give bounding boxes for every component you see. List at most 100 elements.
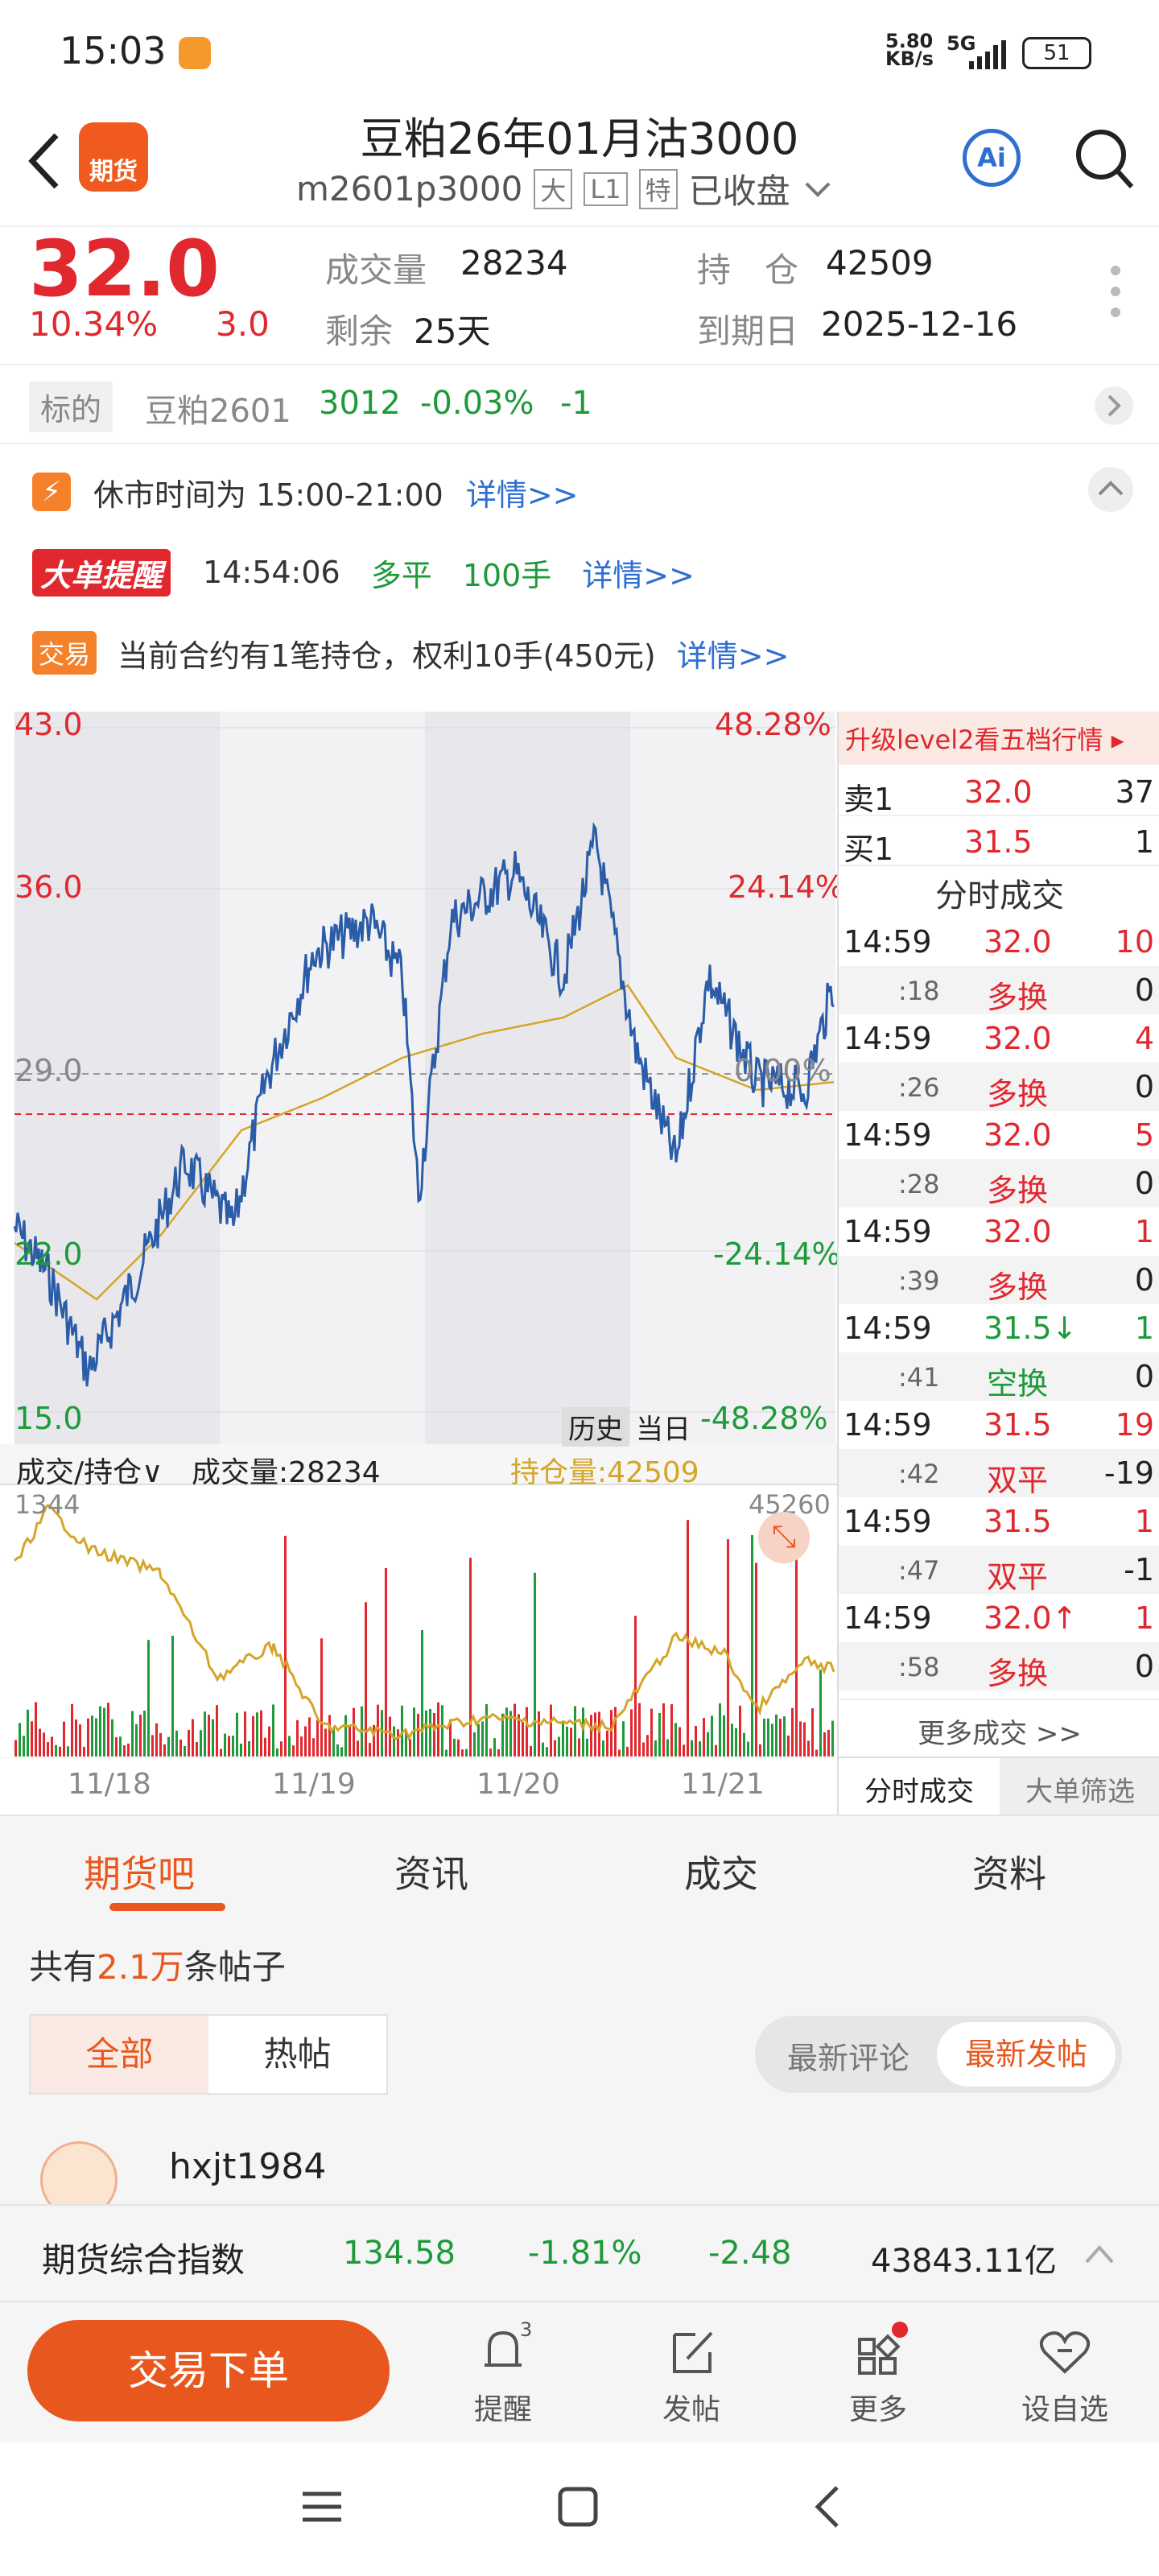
battery-icon: 51	[1022, 37, 1091, 69]
search-icon[interactable]	[1074, 127, 1135, 192]
header: 期货 豆粕26年01月沽3000 m2601p3000 大 L1 特 已收盘 A…	[0, 97, 1159, 225]
lightning-icon: ⚡	[32, 473, 71, 511]
tab-profile[interactable]: 资料	[972, 1852, 1046, 1896]
trade-row-detail: :42 双平 -19	[839, 1449, 1159, 1498]
intraday-chart[interactable]: 43.0 36.0 29.0 22.0 15.0 48.28% 24.14% 0…	[0, 707, 844, 1801]
post-filter: 全部 热帖	[29, 2014, 388, 2095]
trade-row: 14:59 32.0 1	[843, 1214, 1154, 1249]
nav-back-icon[interactable]	[805, 2483, 853, 2531]
trade-row-detail: :58 多换 0	[839, 1642, 1159, 1691]
sort-latest-comment[interactable]: 最新评论	[787, 2041, 910, 2076]
menu-icon[interactable]	[298, 2483, 346, 2531]
big-order-notice: 大单 提醒 14:54:06 多平 100手 详情>>	[32, 544, 695, 601]
more-vertical-icon[interactable]	[1107, 262, 1124, 327]
oi-chart-label: 持仓量:42509	[510, 1456, 699, 1489]
break-detail-link[interactable]: 详情>>	[465, 477, 579, 513]
history-button[interactable]: 历史	[562, 1407, 629, 1447]
post-author[interactable]: hxjt1984	[169, 2146, 327, 2187]
trade-row: 14:59 32.0 10	[843, 924, 1154, 960]
expand-icon[interactable]: ⤡	[758, 1512, 810, 1563]
sort-latest-post[interactable]: 最新发帖	[937, 2022, 1116, 2087]
badge-l1: L1	[584, 171, 628, 206]
underlying-row[interactable]: 标的 豆粕2601 3012 -0.03% -1	[0, 364, 1159, 444]
net-speed: 5.80 KB/s	[885, 30, 934, 70]
big-order-detail-link[interactable]: 详情>>	[582, 557, 695, 593]
y-left-2: 29.0	[14, 1053, 83, 1088]
y-right-2: 0.00%	[734, 1053, 831, 1088]
watchlist-button[interactable]: 设自选	[1013, 2318, 1117, 2428]
tab-indicator	[109, 1903, 225, 1911]
today-button[interactable]: 当日	[636, 1414, 691, 1446]
badge-da: 大	[534, 168, 573, 209]
status-time: 15:03	[60, 29, 167, 72]
y-left-4: 15.0	[14, 1401, 83, 1436]
trade-order-button[interactable]: 交易下单	[27, 2320, 390, 2421]
contract-subtitle[interactable]: m2601p3000 大 L1 特 已收盘	[296, 164, 834, 213]
vol-selector[interactable]: 成交/持仓∨	[16, 1456, 163, 1489]
position-detail-link[interactable]: 详情>>	[676, 638, 790, 674]
svg-text:3: 3	[520, 2318, 532, 2341]
oi-label: 持 仓	[697, 250, 799, 290]
quote-panel: 32.0 10.34% 3.0 成交量 28234 持 仓 42509 剩余 2…	[0, 224, 1159, 362]
underlying-pct: -0.03%	[420, 385, 534, 422]
home-icon[interactable]	[554, 2483, 602, 2531]
status-bar: 15:03 5.80 KB/s 5G 51	[0, 0, 1159, 97]
y-right-3: -24.14%	[713, 1236, 841, 1272]
chevron-up-icon[interactable]	[1087, 465, 1135, 514]
ai-button[interactable]: Ai	[963, 129, 1021, 187]
chevron-right-icon	[1095, 386, 1133, 425]
bid-row: 买1 31.5 1	[839, 818, 1159, 867]
tab-news[interactable]: 资讯	[394, 1852, 468, 1896]
tab-futures-bar[interactable]: 期货吧	[84, 1852, 195, 1896]
filter-hot[interactable]: 热帖	[263, 2034, 332, 2074]
remind-button[interactable]: 3 提醒	[451, 2318, 555, 2428]
tab-intraday-trades[interactable]: 分时成交	[839, 1757, 1000, 1814]
remain-value: 25天	[414, 312, 491, 351]
more-trades-link[interactable]: 更多成交 >>	[839, 1699, 1159, 1757]
trade-row: 14:59 32.0 4	[843, 1021, 1154, 1056]
expand-up-icon[interactable]	[1082, 2238, 1117, 2270]
post-sort: 最新评论 最新发帖	[755, 2016, 1122, 2093]
app-logo: 期货	[79, 122, 148, 192]
y-right-4: -48.28%	[700, 1401, 828, 1436]
heart-plus-icon	[1039, 2331, 1091, 2374]
trade-tag: 交易	[32, 631, 97, 675]
chart-canvas[interactable]	[0, 712, 837, 1759]
trade-row: 14:59 31.5 1	[843, 1504, 1154, 1539]
underlying-name: 豆粕2601	[145, 393, 291, 430]
post-button[interactable]: 发帖	[639, 2318, 744, 2428]
trade-row: 14:59 31.5↓ 1	[843, 1311, 1154, 1346]
trade-row-detail: :28 多换 0	[839, 1159, 1159, 1208]
bell-icon: 3	[485, 2318, 532, 2367]
volume-value: 28234	[460, 243, 568, 283]
trades-title: 分时成交	[935, 877, 1064, 914]
index-name: 期货综合指数	[42, 2240, 245, 2280]
trade-row-detail: :41 空换 0	[839, 1352, 1159, 1402]
trades-panel: 升级level2看五档行情 ▸ 卖1 32.0 37 买1 31.5 1 分时成…	[837, 712, 1159, 1814]
trade-row-detail: :18 多换 0	[839, 966, 1159, 1015]
volume-bars	[14, 1520, 834, 1757]
grid-icon	[858, 2322, 908, 2375]
filter-all[interactable]: 全部	[31, 2016, 208, 2093]
post-count: 共有2.1万条帖子	[29, 1947, 286, 1987]
index-pct: -1.81%	[528, 2235, 642, 2272]
back-icon[interactable]	[24, 129, 64, 193]
section-tabs: 期货吧 资讯 成交 资料	[0, 1814, 1159, 1914]
posts-section: 共有2.1万条帖子 全部 热帖 最新评论 最新发帖 hxjt1984	[0, 1914, 1159, 2219]
underlying-chg: -1	[560, 385, 592, 422]
date-3: 11/21	[681, 1768, 765, 1801]
index-ticker[interactable]: 期货综合指数 134.58 -1.81% -2.48 43843.11亿	[0, 2204, 1159, 2301]
level2-banner[interactable]: 升级level2看五档行情 ▸	[839, 712, 1159, 765]
badge-te: 特	[638, 168, 678, 209]
more-button[interactable]: 更多	[826, 2318, 930, 2428]
index-chg: -2.48	[708, 2235, 792, 2272]
network-type: 5G	[947, 32, 976, 55]
expiry-label: 到期日	[697, 312, 799, 351]
bottom-action-bar: 交易下单 3 提醒 发帖 更多 设自选	[0, 2301, 1159, 2442]
tab-trades[interactable]: 成交	[684, 1852, 758, 1896]
tab-big-order-filter[interactable]: 大单筛选	[1000, 1757, 1159, 1814]
date-0: 11/18	[68, 1768, 151, 1801]
chevron-down-icon	[805, 182, 831, 197]
y-right-1: 24.14%	[728, 869, 844, 905]
trade-row: 14:59 32.0 5	[843, 1117, 1154, 1153]
